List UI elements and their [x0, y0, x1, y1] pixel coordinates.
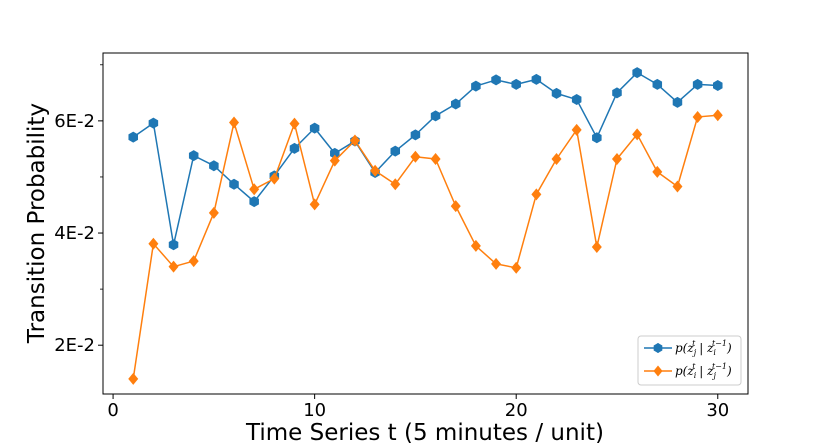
data-point-series-2-x11 [329, 154, 340, 167]
data-point-series-2-x28 [672, 180, 683, 193]
data-point-series-2-x23 [571, 123, 582, 136]
data-point-series-1-x28 [672, 96, 683, 108]
legend: p(zjt | zit−1) p(zit | zjt−1) [637, 335, 742, 386]
legend-label-sub2-1: i [713, 348, 716, 357]
series-line-2 [132, 114, 718, 379]
data-point-series-2-x27 [652, 165, 663, 178]
legend-marker-series-1 [653, 343, 663, 353]
data-point-series-2-x21 [531, 188, 542, 201]
data-point-series-2-x25 [611, 153, 622, 166]
data-point-series-2-x29 [692, 110, 703, 123]
legend-label-sup1-1: t [692, 339, 696, 348]
legend-label-mid-1: | z [695, 341, 714, 355]
data-point-series-1-x26 [632, 67, 642, 79]
data-point-series-2-x19 [491, 257, 502, 270]
legend-label-sub2-2: j [711, 371, 716, 380]
data-point-series-1-x7 [249, 196, 259, 208]
legend-label-close-2: ) [726, 364, 732, 378]
legend-label-sup1-2: t [692, 362, 696, 371]
data-point-series-2-x26 [632, 128, 643, 141]
data-point-series-2-x20 [511, 261, 522, 274]
data-point-series-2-x10 [309, 198, 320, 211]
data-point-series-1-x3 [168, 239, 179, 251]
data-point-series-2-x30 [712, 109, 723, 122]
legend-label-mid-2: | z [695, 364, 714, 378]
legend-label-series-1: p(zjt | zit−1) [675, 339, 732, 357]
data-point-series-2-x17 [450, 200, 461, 213]
data-point-series-1-x9 [289, 142, 300, 154]
legend-label-main-1: p(z [675, 341, 694, 355]
data-point-series-2-x13 [370, 164, 381, 177]
data-point-series-1-x5 [209, 160, 219, 172]
data-point-series-2-x12 [349, 134, 360, 147]
legend-label-main-2: p(z [675, 364, 694, 378]
data-point-series-2-x15 [410, 150, 421, 163]
data-point-series-1-x23 [571, 94, 582, 106]
x-tick-label-20: 20 [505, 400, 528, 421]
legend-label-close-1: ) [726, 341, 732, 355]
data-point-series-1-x17 [450, 98, 461, 110]
legend-label-sup2-2: t−1 [712, 362, 727, 371]
data-point-series-2-x7 [249, 183, 260, 196]
data-point-series-1-x30 [713, 80, 723, 92]
legend-marker-series-2 [653, 365, 663, 377]
data-point-series-2-x16 [430, 153, 441, 166]
data-point-series-1-x14 [390, 145, 401, 157]
data-point-series-1-x4 [188, 150, 199, 162]
legend-entry-series-1: p(zjt | zit−1) [644, 339, 732, 357]
data-point-series-1-x19 [491, 74, 501, 86]
data-point-series-2-x8 [269, 172, 280, 185]
data-point-series-1-x10 [309, 122, 320, 134]
data-point-series-2-x2 [148, 237, 159, 250]
legend-label-sub1-1: j [692, 348, 697, 357]
y-axis-label: Transition Probability [24, 103, 50, 344]
legend-label-sub1-2: i [694, 371, 697, 380]
data-point-series-1-x22 [551, 87, 562, 99]
x-tick-label-0: 0 [107, 400, 118, 421]
data-point-series-2-x24 [591, 241, 602, 254]
series-2 [128, 109, 723, 385]
y-tick-label-2: 6E-2 [54, 111, 95, 132]
data-point-series-1-x21 [531, 73, 542, 85]
data-point-series-1-x18 [471, 80, 481, 92]
data-point-series-1-x1 [128, 131, 138, 143]
legend-entry-series-2: p(zit | zjt−1) [644, 362, 732, 380]
data-point-series-2-x22 [551, 153, 562, 166]
axis-ticks: 0 10 20 30 2E-2 4E-2 6E-2 [54, 64, 729, 421]
data-point-series-1-x11 [330, 147, 340, 159]
plot-area [128, 67, 723, 385]
x-tick-label-30: 30 [706, 400, 729, 421]
data-point-series-1-x2 [148, 117, 159, 129]
data-point-series-1-x27 [652, 78, 663, 90]
data-point-series-2-x3 [168, 260, 179, 273]
data-point-series-1-x24 [592, 132, 602, 144]
data-point-series-1-x29 [692, 78, 703, 90]
legend-label-sup2-1: t−1 [712, 339, 727, 348]
data-point-series-2-x18 [470, 239, 481, 252]
data-point-series-2-x6 [229, 116, 240, 129]
data-point-series-2-x4 [188, 255, 199, 268]
data-point-series-2-x5 [208, 206, 219, 219]
data-point-series-1-x25 [612, 87, 622, 99]
data-point-series-2-x9 [289, 117, 300, 130]
x-tick-label-10: 10 [303, 400, 326, 421]
data-point-series-1-x6 [229, 178, 239, 190]
y-tick-label-0: 2E-2 [54, 335, 95, 356]
x-axis-label: Time Series t (5 minutes / unit) [245, 420, 604, 443]
y-tick-label-1: 4E-2 [54, 223, 95, 244]
data-point-series-1-x20 [511, 78, 521, 90]
plot-frame [102, 52, 749, 395]
data-point-series-2-x1 [128, 372, 139, 385]
data-point-series-2-x14 [390, 178, 401, 191]
data-point-series-1-x16 [430, 110, 441, 122]
legend-label-series-2: p(zit | zjt−1) [675, 362, 732, 380]
data-point-series-1-x15 [410, 129, 421, 141]
